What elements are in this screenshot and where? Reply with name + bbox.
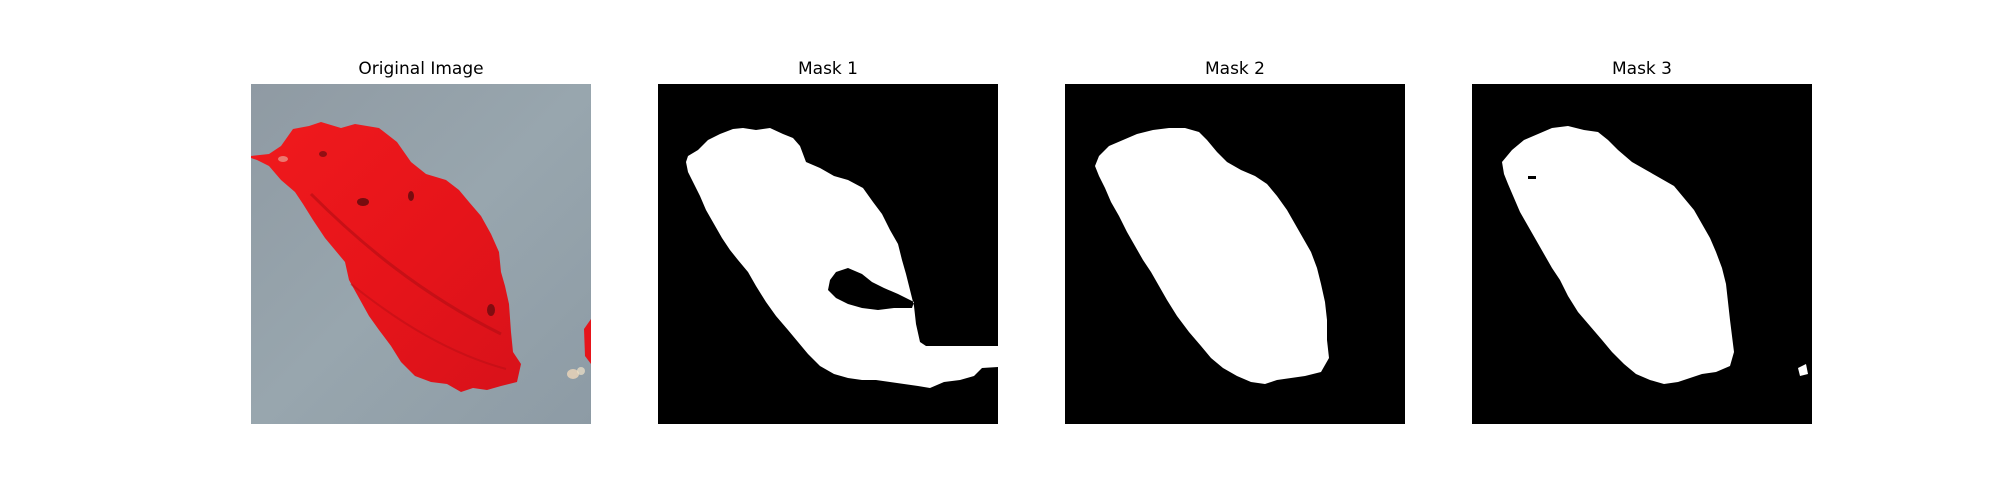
mask-2-foreground: [1095, 128, 1329, 384]
leaf-spot: [319, 151, 327, 157]
leaf-fragment: [584, 319, 591, 364]
original-image: [251, 84, 591, 424]
leaf-spot: [408, 191, 414, 201]
mask-1-panel: Mask 1: [658, 56, 998, 424]
mask-1-image: [658, 84, 998, 424]
leaf-highlight: [577, 367, 585, 375]
leaf-spot: [357, 198, 369, 206]
mask-3-panel: Mask 3: [1472, 56, 1812, 424]
mask-1-foreground: [686, 128, 998, 388]
leaf-spot: [487, 304, 495, 316]
leaf-highlight: [278, 156, 288, 162]
original-image-panel: Original Image: [251, 56, 591, 424]
leaf-fold-2: [350, 283, 507, 370]
mask-3-image: [1472, 84, 1812, 424]
leaf-shape: [251, 122, 521, 392]
mask-2-image: [1065, 84, 1405, 424]
leaf-highlight: [567, 369, 579, 379]
mask-3-foreground: [1502, 126, 1734, 384]
mask-2-panel: Mask 2: [1065, 56, 1405, 424]
mask-3-fragment: [1798, 364, 1808, 376]
mask-2-title: Mask 2: [1204, 59, 1265, 79]
mask-1-title: Mask 1: [797, 59, 858, 79]
leaf-fold: [309, 192, 502, 336]
mask-3-title: Mask 3: [1611, 59, 1672, 79]
mask-3-speck: [1528, 176, 1536, 179]
original-image-title: Original Image: [358, 59, 484, 79]
